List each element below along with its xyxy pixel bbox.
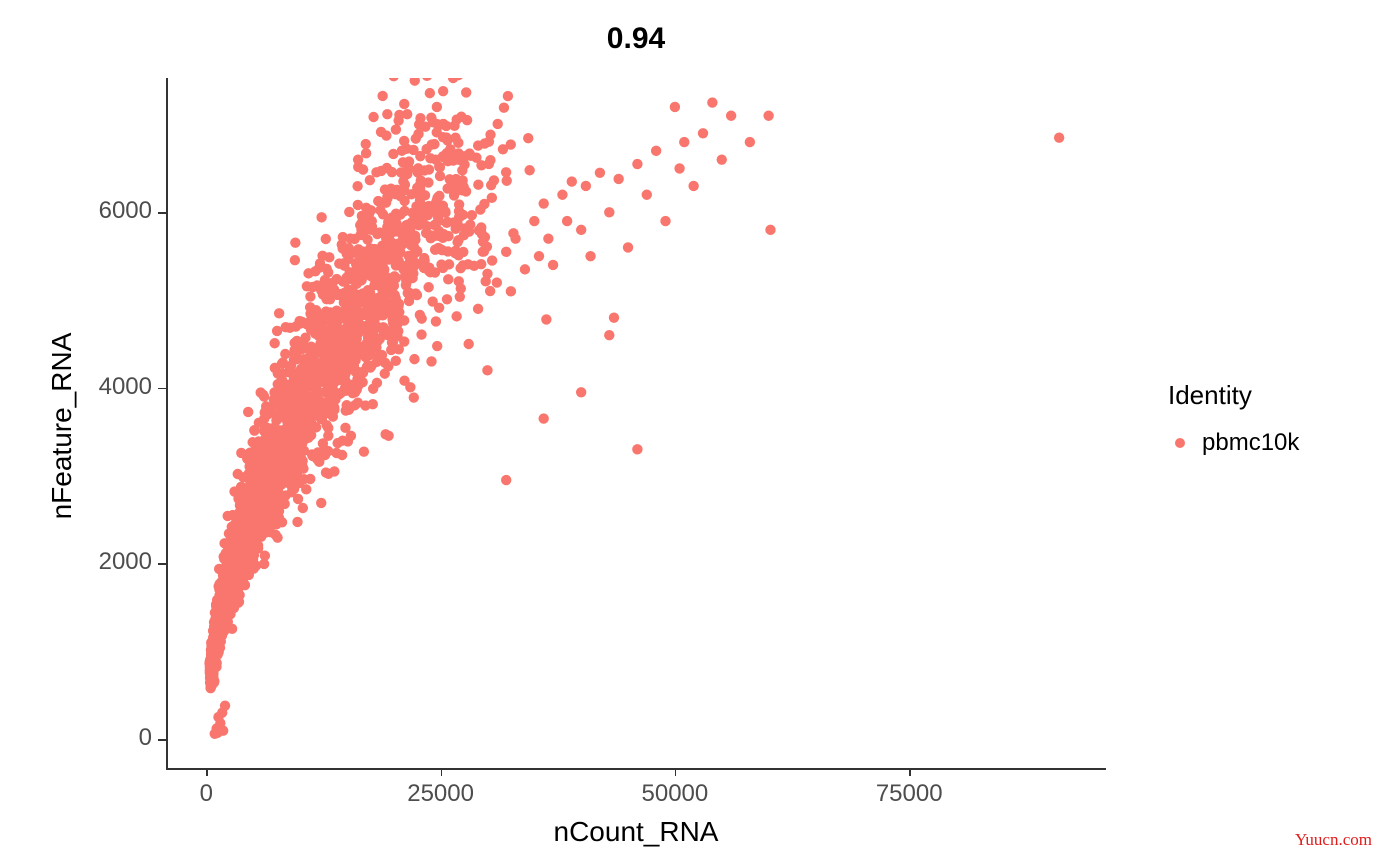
y-tick-label: 0 [139, 724, 152, 752]
x-tick-mark [909, 768, 911, 776]
legend-title: Identity [1168, 380, 1299, 411]
x-tick-mark [441, 768, 443, 776]
legend-item-label: pbmc10k [1202, 429, 1299, 457]
y-tick-mark [158, 388, 166, 390]
legend-item-pbmc10k: pbmc10k [1168, 429, 1299, 457]
legend: Identity pbmc10k [1168, 380, 1299, 457]
watermark: Yuucn.com [1295, 830, 1372, 850]
y-tick-mark [158, 563, 166, 565]
x-tick-mark [675, 768, 677, 776]
x-axis-label: nCount_RNA [166, 816, 1106, 848]
x-tick-label: 50000 [635, 780, 715, 808]
y-tick-label: 2000 [99, 548, 152, 576]
x-tick-mark [206, 768, 208, 776]
x-tick-label: 0 [166, 780, 246, 808]
x-tick-label: 75000 [869, 780, 949, 808]
y-tick-mark [158, 212, 166, 214]
legend-dot-icon [1175, 438, 1185, 448]
y-tick-mark [158, 739, 166, 741]
x-tick-label: 25000 [401, 780, 481, 808]
legend-swatch [1168, 431, 1192, 455]
y-axis-label: nFeature_RNA [46, 286, 78, 566]
y-tick-label: 6000 [99, 197, 152, 225]
y-tick-label: 4000 [99, 373, 152, 401]
